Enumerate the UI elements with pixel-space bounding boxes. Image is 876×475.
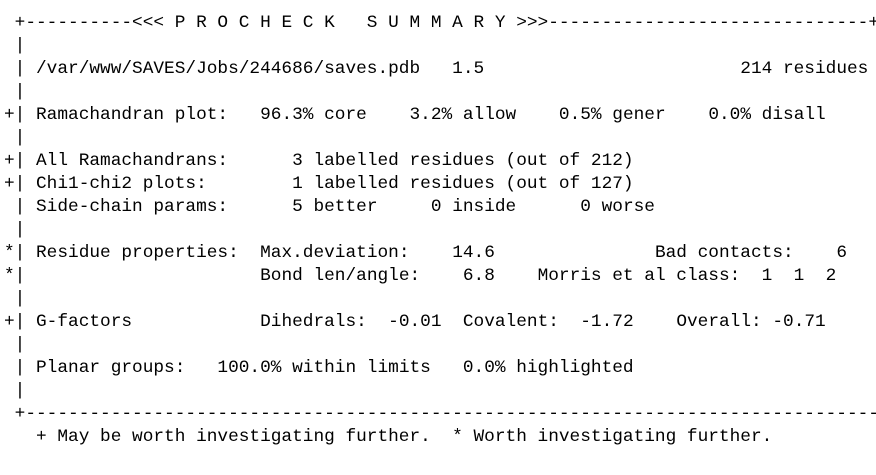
blank-line-1: | | — [4, 35, 876, 58]
planar-groups-line: | Planar groups: 100.0% within limits 0.… — [4, 357, 876, 380]
residue-properties-line-2: *| Bond len/angle: 6.8 Morris et al clas… — [4, 265, 876, 288]
g-factors-label: G-factors — [25, 312, 260, 332]
ramachandran-core: 96.3% core — [260, 105, 367, 125]
planar-highlighted: 0.0% highlighted — [463, 358, 634, 378]
side-chain-label: Side-chain params: — [25, 197, 260, 217]
max-deviation-value: 14.6 — [452, 243, 495, 263]
bad-contacts-label: Bad contacts: — [655, 243, 794, 263]
bottom-border: +---------------------------------------… — [4, 403, 876, 426]
morris-class-label: Morris et al class: — [538, 266, 741, 286]
report-title: P R O C H E C K S U M M A R Y — [175, 13, 506, 33]
all-ramachandrans-value: 3 labelled residues (out of 212) — [260, 151, 633, 171]
covalent-value: -1.72 — [580, 312, 633, 332]
side-chain-worse: 0 worse — [580, 197, 655, 217]
blank-line-2: | | — [4, 81, 876, 104]
file-path: /var/www/SAVES/Jobs/244686/saves.pdb — [25, 59, 420, 79]
overall-value: -0.71 — [772, 312, 825, 332]
ramachandran-label: Ramachandran plot: — [25, 105, 228, 125]
all-ramachandrans-line: +| All Ramachandrans: 3 labelled residue… — [4, 150, 876, 173]
all-ramachandrans-label: All Ramachandrans: — [25, 151, 260, 171]
chi-plots-value: 1 labelled residues (out of 127) — [260, 174, 633, 194]
bond-len-angle-value: 6.8 — [463, 266, 495, 286]
planar-groups-label: Planar groups: — [25, 358, 185, 378]
side-chain-inside: 0 inside — [431, 197, 516, 217]
ramachandran-disall: 0.0% disall — [708, 105, 825, 125]
overall-label: Overall: — [676, 312, 761, 332]
title-suffix: >>> — [506, 13, 549, 33]
morris-class-value: 1 1 2 — [762, 266, 837, 286]
chi-plots-label: Chi1-chi2 plots: — [25, 174, 260, 194]
resolution: 1.5 — [420, 59, 484, 79]
bad-contacts-value: 6 — [836, 243, 847, 263]
blank-line-7: | | — [4, 380, 876, 403]
residue-count: 214 residues — [740, 59, 876, 79]
g-factors-line: +| G-factors Dihedrals: -0.01 Covalent: … — [4, 311, 876, 334]
side-chain-line: | Side-chain params: 5 better 0 inside 0… — [4, 196, 876, 219]
residue-properties-label: Residue properties: — [25, 243, 260, 263]
legend-line: + May be worth investigating further. * … — [4, 426, 876, 449]
legend-star: * Worth investigating further. — [452, 427, 772, 447]
legend-plus: + May be worth investigating further. — [36, 427, 431, 447]
planar-within-limits: 100.0% within limits — [217, 358, 430, 378]
covalent-label: Covalent: — [463, 312, 559, 332]
blank-line-6: | | — [4, 334, 876, 357]
ramachandran-allow: 3.2% allow — [410, 105, 517, 125]
bond-len-angle-label: Bond len/angle: — [260, 266, 420, 286]
chi-plots-line: +| Chi1-chi2 plots: 1 labelled residues … — [4, 173, 876, 196]
file-line: | /var/www/SAVES/Jobs/244686/saves.pdb 1… — [4, 58, 876, 81]
residue-properties-line-1: *| Residue properties: Max.deviation: 14… — [4, 242, 876, 265]
blank-line-4: | | — [4, 219, 876, 242]
ramachandran-gener: 0.5% gener — [559, 105, 666, 125]
blank-line-3: | | — [4, 127, 876, 150]
blank-line-5: | | — [4, 288, 876, 311]
title-prefix: <<< — [132, 13, 175, 33]
top-border: +----------<<< P R O C H E C K S U M M A… — [4, 12, 876, 35]
ramachandran-line: +| Ramachandran plot: 96.3% core 3.2% al… — [4, 104, 876, 127]
procheck-summary-report: +----------<<< P R O C H E C K S U M M A… — [4, 12, 876, 449]
dihedrals-label: Dihedrals: — [260, 312, 367, 332]
dihedrals-value: -0.01 — [388, 312, 441, 332]
side-chain-better: 5 better — [292, 197, 377, 217]
max-deviation-label: Max.deviation: — [260, 243, 409, 263]
